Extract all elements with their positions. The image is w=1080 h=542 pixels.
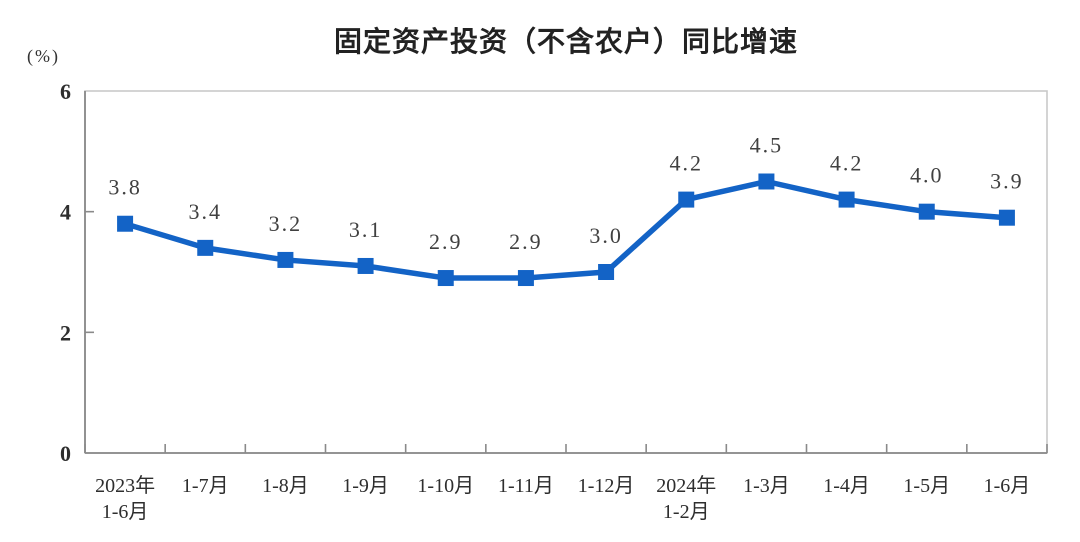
data-label: 3.8 [108,175,142,200]
plot-border [84,90,1048,454]
x-tick-label: 1-10月 [417,475,474,497]
data-point-marker [357,257,374,274]
data-point-marker [277,251,294,268]
x-tick-label: 1-6月 [102,501,149,523]
x-tick-label: 2024年 [656,474,716,497]
x-tick-label: 1-7月 [182,475,229,497]
data-point-marker [117,215,134,232]
data-point-marker [838,191,855,208]
data-point-marker [517,270,534,287]
x-tick-label: 1-4月 [823,475,870,497]
x-tick-label: 1-9月 [342,475,389,497]
chart-title: 固定资产投资（不含农户）同比增速 [333,26,798,57]
data-label: 3.1 [349,217,383,242]
data-point-marker [197,239,214,256]
data-label: 3.9 [990,169,1024,194]
y-tick-label: 2 [60,320,71,345]
data-point-marker [758,173,775,190]
x-tick-label: 1-8月 [262,475,309,497]
data-line [122,178,1010,281]
y-tick-label: 6 [60,79,71,104]
data-label: 4.2 [830,151,864,176]
data-label: 3.2 [269,211,303,236]
x-tick-label: 1-3月 [743,475,790,497]
data-label: 3.4 [189,199,223,224]
data-point-marker [998,209,1015,226]
x-tick-label: 1-6月 [984,475,1031,497]
data-label: 4.2 [670,151,704,176]
data-label: 3.0 [589,223,623,248]
x-tick-label: 1-11月 [498,475,554,497]
x-tick-label: 1-2月 [663,501,710,523]
y-axis-unit-label: (%) [27,46,60,66]
data-point-marker [678,191,695,208]
data-label: 2.9 [509,229,543,254]
data-label: 2.9 [429,229,463,254]
data-label: 4.0 [910,163,944,188]
y-tick-label: 0 [60,441,71,466]
data-label: 4.5 [750,133,784,158]
data-point-marker [598,264,615,280]
x-tick-label: 2023年 [95,474,155,497]
data-point-marker [918,203,935,220]
x-tick-label: 1-12月 [578,475,635,497]
data-point-marker [437,270,454,287]
x-tick-label: 1-5月 [903,475,950,497]
y-tick-label: 4 [60,200,71,225]
